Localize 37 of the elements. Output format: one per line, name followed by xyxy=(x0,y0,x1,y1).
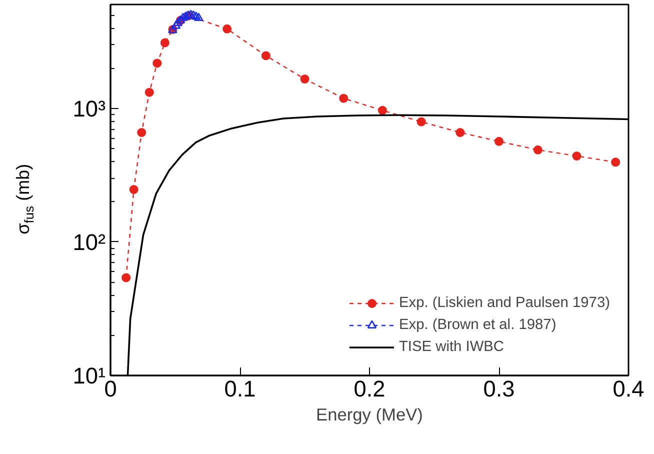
point xyxy=(178,12,188,22)
point xyxy=(378,106,387,115)
point xyxy=(180,12,190,20)
point xyxy=(339,94,348,103)
x-axis-title: Energy (MeV) xyxy=(316,404,423,424)
point xyxy=(456,128,465,138)
point xyxy=(533,145,542,154)
legend-label: Exp. (Liskien and Paulsen 1973) xyxy=(398,295,610,311)
point xyxy=(173,18,182,26)
point xyxy=(611,158,620,167)
point xyxy=(194,12,204,22)
x-tick-label: 0.2 xyxy=(354,376,386,402)
point xyxy=(191,12,201,20)
point xyxy=(186,10,196,18)
point xyxy=(572,152,582,161)
point xyxy=(300,74,310,84)
point xyxy=(222,24,232,34)
x-tick-label: 0 xyxy=(104,376,117,402)
point xyxy=(416,117,426,126)
point xyxy=(129,185,138,194)
point xyxy=(137,128,146,138)
y-tick-label: 10³ xyxy=(72,95,106,122)
y-tick-label: 10² xyxy=(72,228,106,255)
point xyxy=(188,10,198,19)
point xyxy=(261,51,270,60)
point xyxy=(171,20,181,29)
point xyxy=(122,273,131,282)
legend-label: TISE with IWBC xyxy=(398,339,504,355)
point xyxy=(152,58,162,68)
point xyxy=(494,136,504,146)
x-tick-label: 0.4 xyxy=(612,376,644,402)
legend-label: Exp. (Brown et al. 1987) xyxy=(398,317,556,333)
point xyxy=(160,38,170,48)
x-tick-label: 0.1 xyxy=(224,376,256,402)
point xyxy=(144,88,154,97)
x-tick-label: 0.3 xyxy=(483,376,515,402)
y-tick-label: 10¹ xyxy=(72,362,106,388)
